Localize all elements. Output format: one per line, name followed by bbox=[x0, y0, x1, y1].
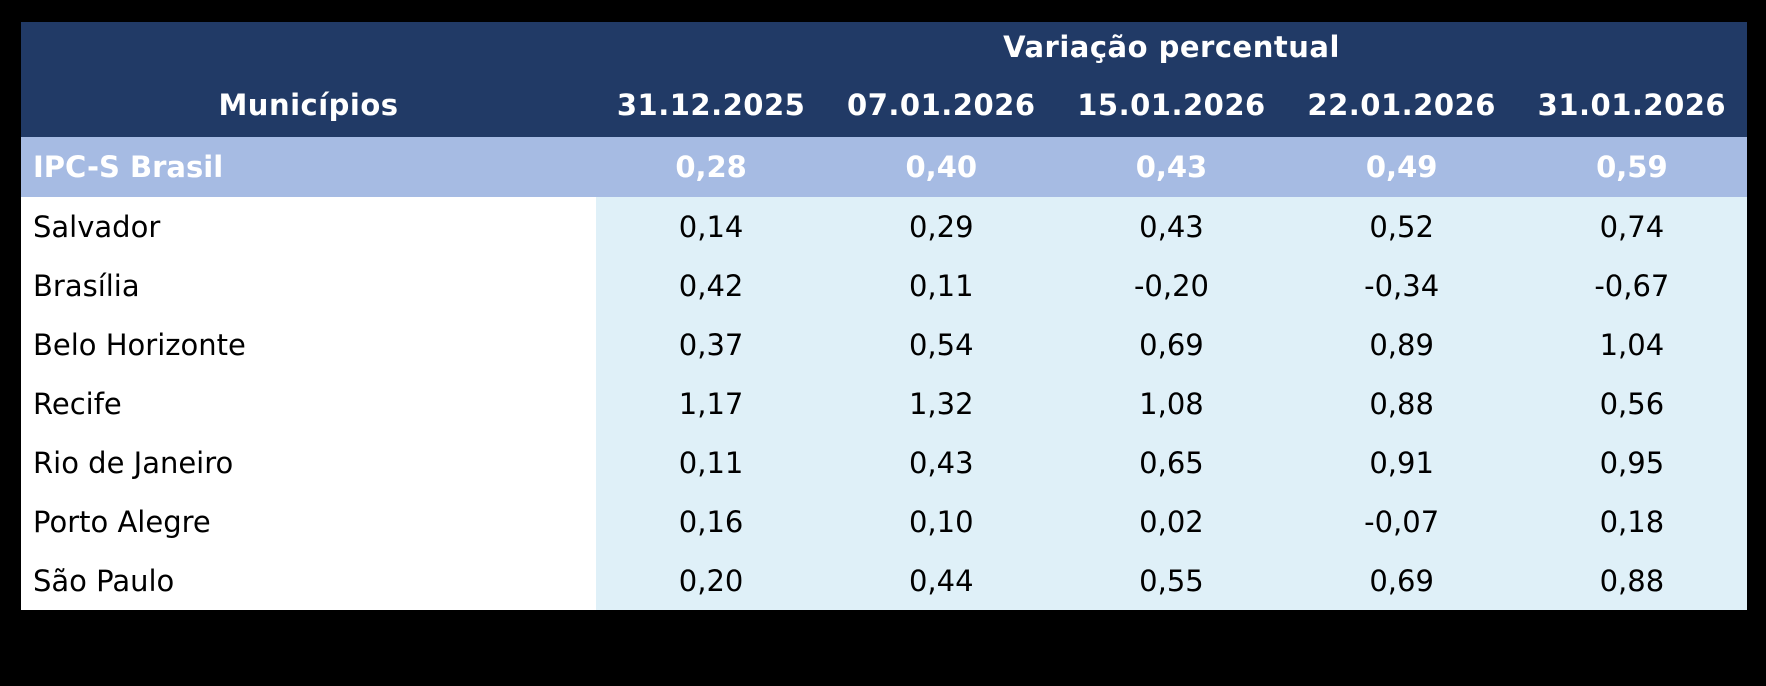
row-label: Salvador bbox=[21, 197, 596, 256]
cell-value: 0,43 bbox=[1056, 137, 1287, 197]
cell-value: 0,59 bbox=[1516, 137, 1747, 197]
table-row: Recife 1,17 1,32 1,08 0,88 0,56 bbox=[21, 374, 1747, 433]
table-row: Porto Alegre 0,16 0,10 0,02 -0,07 0,18 bbox=[21, 492, 1747, 551]
cell-value: 0,43 bbox=[1056, 197, 1287, 256]
cell-value: 0,88 bbox=[1286, 374, 1517, 433]
cell-value: 0,18 bbox=[1516, 492, 1747, 551]
cell-value: 0,28 bbox=[596, 137, 827, 197]
column-header-date-2: 07.01.2026 bbox=[826, 72, 1057, 137]
table-row: Salvador 0,14 0,29 0,43 0,52 0,74 bbox=[21, 197, 1747, 256]
cell-value: 1,08 bbox=[1056, 374, 1287, 433]
cell-value: 0,16 bbox=[596, 492, 827, 551]
cell-value: 0,95 bbox=[1516, 433, 1747, 492]
cell-value: 0,52 bbox=[1286, 197, 1517, 256]
cell-value: -0,67 bbox=[1516, 256, 1747, 315]
row-label: São Paulo bbox=[21, 551, 596, 610]
cell-value: -0,07 bbox=[1286, 492, 1517, 551]
row-label: Porto Alegre bbox=[21, 492, 596, 551]
column-header-date-4: 22.01.2026 bbox=[1286, 72, 1517, 137]
cell-value: 0,74 bbox=[1516, 197, 1747, 256]
ipcs-table: Variação percentual Municípios 31.12.202… bbox=[21, 22, 1747, 610]
cell-value: -0,34 bbox=[1286, 256, 1517, 315]
table-row: Belo Horizonte 0,37 0,54 0,69 0,89 1,04 bbox=[21, 315, 1747, 374]
cell-value: 1,04 bbox=[1516, 315, 1747, 374]
cell-value: 0,29 bbox=[826, 197, 1057, 256]
cell-value: 0,65 bbox=[1056, 433, 1287, 492]
cell-value: 0,14 bbox=[596, 197, 827, 256]
row-label: Rio de Janeiro bbox=[21, 433, 596, 492]
cell-value: 0,43 bbox=[826, 433, 1057, 492]
cell-value: 0,89 bbox=[1286, 315, 1517, 374]
cell-value: 0,40 bbox=[826, 137, 1057, 197]
table-row-ipcs-brasil: IPC-S Brasil 0,28 0,40 0,43 0,49 0,59 bbox=[21, 137, 1747, 197]
cell-value: -0,20 bbox=[1056, 256, 1287, 315]
group-header-spacer bbox=[21, 22, 596, 72]
cell-value: 0,20 bbox=[596, 551, 827, 610]
row-label: IPC-S Brasil bbox=[21, 137, 596, 197]
table-row: São Paulo 0,20 0,44 0,55 0,69 0,88 bbox=[21, 551, 1747, 610]
column-header-row: Municípios 31.12.2025 07.01.2026 15.01.2… bbox=[21, 72, 1747, 137]
cell-value: 0,37 bbox=[596, 315, 827, 374]
column-header-date-3: 15.01.2026 bbox=[1056, 72, 1287, 137]
cell-value: 0,42 bbox=[596, 256, 827, 315]
row-label: Recife bbox=[21, 374, 596, 433]
cell-value: 1,32 bbox=[826, 374, 1057, 433]
cell-value: 0,11 bbox=[596, 433, 827, 492]
cell-value: 0,88 bbox=[1516, 551, 1747, 610]
cell-value: 0,10 bbox=[826, 492, 1057, 551]
cell-value: 0,55 bbox=[1056, 551, 1287, 610]
table-row: Brasília 0,42 0,11 -0,20 -0,34 -0,67 bbox=[21, 256, 1747, 315]
cell-value: 0,44 bbox=[826, 551, 1057, 610]
cell-value: 0,69 bbox=[1286, 551, 1517, 610]
cell-value: 0,11 bbox=[826, 256, 1057, 315]
cell-value: 0,49 bbox=[1286, 137, 1517, 197]
cell-value: 0,69 bbox=[1056, 315, 1287, 374]
column-header-date-1: 31.12.2025 bbox=[596, 72, 827, 137]
column-header-municipios: Municípios bbox=[21, 72, 596, 137]
cell-value: 0,56 bbox=[1516, 374, 1747, 433]
column-header-date-5: 31.01.2026 bbox=[1516, 72, 1747, 137]
cell-value: 1,17 bbox=[596, 374, 827, 433]
group-header-title: Variação percentual bbox=[596, 22, 1747, 72]
row-label: Belo Horizonte bbox=[21, 315, 596, 374]
table-row: Rio de Janeiro 0,11 0,43 0,65 0,91 0,95 bbox=[21, 433, 1747, 492]
group-header-row: Variação percentual bbox=[21, 22, 1747, 72]
ipcs-table-container: Variação percentual Municípios 31.12.202… bbox=[21, 22, 1747, 610]
row-label: Brasília bbox=[21, 256, 596, 315]
cell-value: 0,54 bbox=[826, 315, 1057, 374]
cell-value: 0,91 bbox=[1286, 433, 1517, 492]
cell-value: 0,02 bbox=[1056, 492, 1287, 551]
